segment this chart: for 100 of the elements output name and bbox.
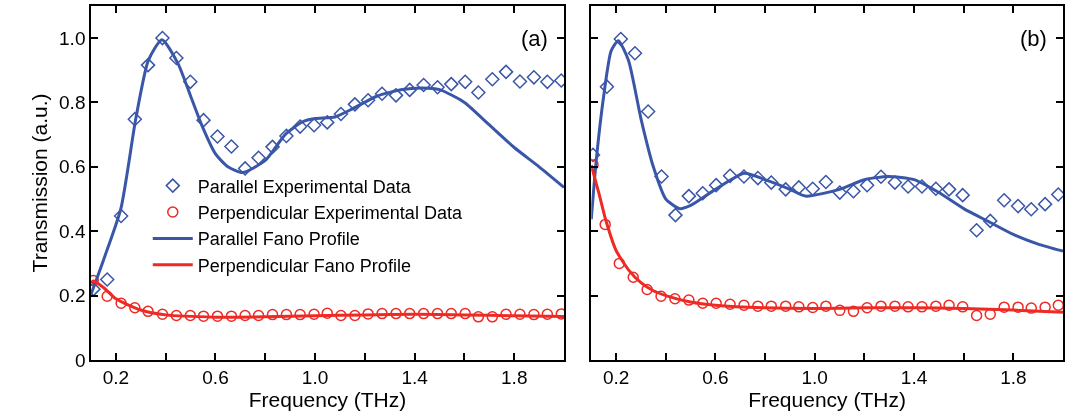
point (347, 97, 363, 112)
point (127, 111, 143, 127)
point (417, 307, 430, 320)
point (184, 309, 197, 322)
point (861, 302, 873, 314)
point (805, 181, 820, 196)
point (736, 169, 752, 184)
annotation: (a) (521, 26, 548, 51)
y-tick-label: 0.6 (59, 156, 86, 178)
point (752, 300, 764, 312)
point (225, 310, 238, 322)
point (113, 208, 129, 224)
x-tick-label: 1.8 (501, 367, 528, 389)
point (710, 297, 722, 310)
point (764, 175, 779, 190)
point (140, 57, 156, 73)
point (1012, 301, 1024, 313)
point (779, 300, 792, 312)
point (996, 193, 1012, 208)
x-tick-label: 0.2 (102, 367, 130, 389)
annotation: (b) (1020, 26, 1047, 51)
point (640, 104, 656, 119)
x-tick-label: 0.6 (702, 367, 729, 389)
x-tick-label: 0.6 (202, 367, 229, 389)
point (750, 170, 766, 186)
point (875, 300, 887, 312)
point (955, 187, 970, 203)
point (224, 139, 239, 154)
point (541, 308, 554, 320)
point (500, 308, 512, 320)
point (526, 70, 542, 85)
point (669, 293, 681, 305)
point (983, 213, 998, 229)
point (627, 271, 639, 283)
point (655, 290, 667, 302)
point (998, 301, 1010, 313)
y-tick-label: 0.2 (59, 285, 86, 307)
point (252, 309, 265, 322)
point (251, 150, 266, 166)
point (765, 300, 778, 312)
point (928, 181, 944, 196)
x-tick-label: 0.2 (602, 367, 630, 389)
point (129, 302, 141, 314)
point (360, 92, 376, 108)
point (486, 311, 499, 323)
point (599, 79, 615, 94)
x-tick-label: 1.4 (401, 367, 429, 389)
point (820, 300, 832, 312)
point (708, 177, 724, 193)
point (444, 76, 459, 92)
point (641, 283, 653, 296)
point (555, 308, 565, 320)
point (99, 272, 115, 287)
x-tick-label: 1.4 (900, 367, 928, 389)
point (941, 182, 957, 197)
point (471, 85, 486, 100)
point (738, 299, 750, 311)
point (374, 86, 390, 101)
point (349, 309, 361, 322)
point (279, 128, 294, 144)
point (956, 301, 969, 313)
y-axis-title: Transmission (a.u.) (27, 93, 51, 273)
point (695, 185, 710, 201)
legend-label: Perpendicular Experimental Data (197, 203, 463, 224)
x-tick-label: 1.0 (801, 367, 828, 389)
point (613, 31, 629, 47)
point (859, 177, 875, 193)
point (528, 308, 540, 321)
point (390, 307, 402, 320)
point (280, 308, 293, 321)
point (294, 308, 306, 321)
point (846, 184, 861, 199)
point (197, 310, 210, 322)
point (485, 72, 500, 87)
point (115, 297, 127, 310)
point (722, 168, 738, 184)
point (142, 305, 154, 318)
point (914, 179, 930, 194)
point (889, 300, 901, 312)
point (970, 309, 983, 322)
point (654, 169, 669, 184)
point (333, 106, 349, 122)
point (321, 307, 334, 320)
point (237, 161, 253, 176)
point (778, 182, 793, 197)
point (668, 207, 683, 223)
x-tick-label: 1.8 (1000, 367, 1027, 389)
point (1037, 196, 1053, 212)
x-tick-label: 1.0 (301, 367, 329, 389)
point (724, 298, 736, 311)
point (210, 129, 225, 144)
point (376, 307, 388, 320)
legend-label: Perpendicular Fano Profile (197, 255, 411, 276)
point (431, 307, 444, 320)
point (265, 139, 280, 155)
point (459, 307, 471, 320)
point (943, 299, 955, 311)
point (169, 50, 184, 66)
point (599, 218, 611, 231)
point (900, 179, 916, 194)
